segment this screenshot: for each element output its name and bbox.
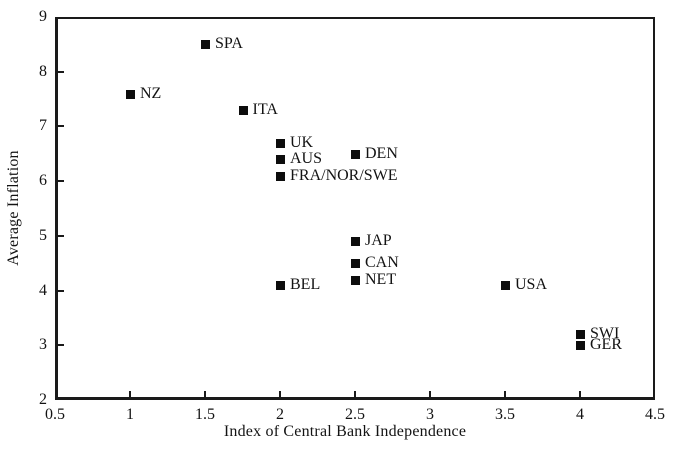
data-point-marker xyxy=(351,237,360,247)
data-point-label: NET xyxy=(365,270,397,288)
data-point-marker xyxy=(576,341,585,351)
data-point-label: JAP xyxy=(365,232,392,250)
y-tick-label: 3 xyxy=(39,336,47,354)
data-point-label: GER xyxy=(590,336,622,354)
data-point-marker xyxy=(276,171,285,181)
x-tick-label: 4 xyxy=(576,406,584,423)
data-point-label: UK xyxy=(290,133,314,151)
y-axis-title: Average Inflation xyxy=(5,150,22,266)
y-tick-mark xyxy=(58,344,64,347)
data-point-marker xyxy=(576,330,585,340)
plot-area xyxy=(55,17,655,400)
y-tick-mark xyxy=(58,180,64,183)
data-point-marker xyxy=(351,275,360,285)
x-tick-mark xyxy=(204,391,206,397)
data-point-label: DEN xyxy=(365,144,398,162)
data-point-marker xyxy=(501,281,510,291)
data-point-label: ITA xyxy=(252,101,278,118)
y-tick-mark xyxy=(58,70,64,73)
x-tick-label: 3 xyxy=(426,406,434,423)
x-tick-label: 3.5 xyxy=(495,406,515,423)
x-tick-label: 2 xyxy=(276,406,284,423)
x-tick-label: 2.5 xyxy=(345,406,365,423)
data-point-label: CAN xyxy=(365,254,399,272)
data-point-label: AUS xyxy=(290,150,323,168)
data-point-label: USA xyxy=(515,276,548,294)
x-tick-label: 1.5 xyxy=(195,406,215,423)
y-tick-label: 8 xyxy=(39,62,47,80)
x-tick-mark xyxy=(354,391,356,397)
data-point-marker xyxy=(201,40,210,50)
data-point-marker xyxy=(276,155,285,165)
x-tick-mark xyxy=(579,391,581,397)
y-tick-mark xyxy=(58,234,64,237)
x-tick-mark xyxy=(279,391,281,397)
y-tick-label: 6 xyxy=(39,172,47,190)
data-point-label: SWI xyxy=(590,325,620,343)
data-point-label: BEL xyxy=(290,276,321,294)
data-point-marker xyxy=(126,89,135,99)
data-point-marker xyxy=(238,106,248,115)
data-point-marker xyxy=(351,149,360,159)
x-tick-mark xyxy=(129,391,131,397)
y-tick-label: 7 xyxy=(39,117,47,135)
y-tick-label: 5 xyxy=(39,226,47,244)
x-axis-title: Index of Central Bank Independence xyxy=(223,423,467,440)
y-tick-mark xyxy=(58,289,64,292)
data-point-label: NZ xyxy=(140,84,162,102)
y-tick-label: 4 xyxy=(39,281,47,299)
x-tick-label: 0.5 xyxy=(45,406,65,423)
data-point-marker xyxy=(351,259,360,269)
y-tick-label: 2 xyxy=(39,391,47,408)
data-point-label: FRA/NOR/SWE xyxy=(290,166,398,184)
x-tick-mark xyxy=(504,391,506,397)
data-point-label: SPA xyxy=(215,35,243,53)
x-tick-label: 1 xyxy=(126,406,134,423)
data-point-marker xyxy=(276,138,285,148)
y-tick-mark xyxy=(58,125,64,128)
y-tick-label: 9 xyxy=(39,8,47,25)
x-tick-label: 4.5 xyxy=(645,406,665,423)
x-tick-mark xyxy=(429,391,431,397)
data-point-marker xyxy=(276,281,285,291)
